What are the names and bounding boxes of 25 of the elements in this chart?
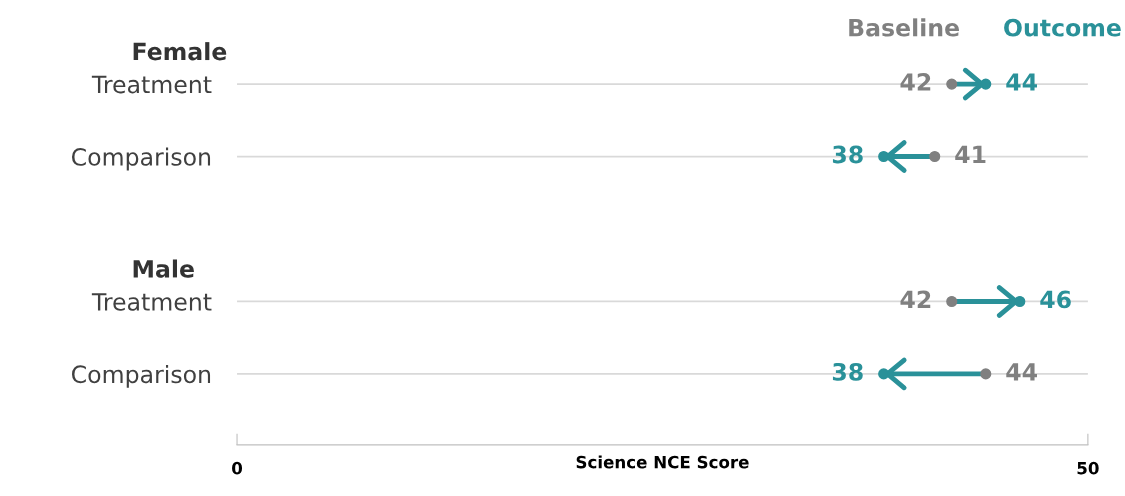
point (946, 295, 958, 308)
point (1014, 295, 1026, 308)
data-label: 42 (900, 290, 931, 308)
data-label: 42 (900, 73, 931, 91)
point (980, 78, 992, 90)
data-label: 41 (955, 145, 986, 164)
data-label: 38 (832, 145, 863, 164)
data-label: 44 (1006, 363, 1037, 381)
text: Female (133, 42, 227, 61)
y-tick-label: Comparison (71, 364, 211, 388)
y-tick-label: Treatment (91, 293, 212, 311)
data-label: 46 (1040, 290, 1071, 309)
y-tick-label: Comparison (71, 147, 211, 171)
text: Male (133, 259, 194, 278)
x-tick-label: 50 (1077, 461, 1099, 475)
point (929, 150, 941, 163)
point (946, 78, 958, 90)
series-label: Outcome (1004, 18, 1121, 37)
data-label: 44 (1006, 73, 1037, 91)
data-label: 38 (832, 362, 863, 381)
point (980, 368, 992, 380)
x-tick-label: 0 (232, 461, 243, 475)
x-axis-title: Science NCE Score (576, 455, 749, 469)
series-label: Baseline (849, 18, 959, 37)
y-tick-label: Treatment (91, 75, 212, 94)
